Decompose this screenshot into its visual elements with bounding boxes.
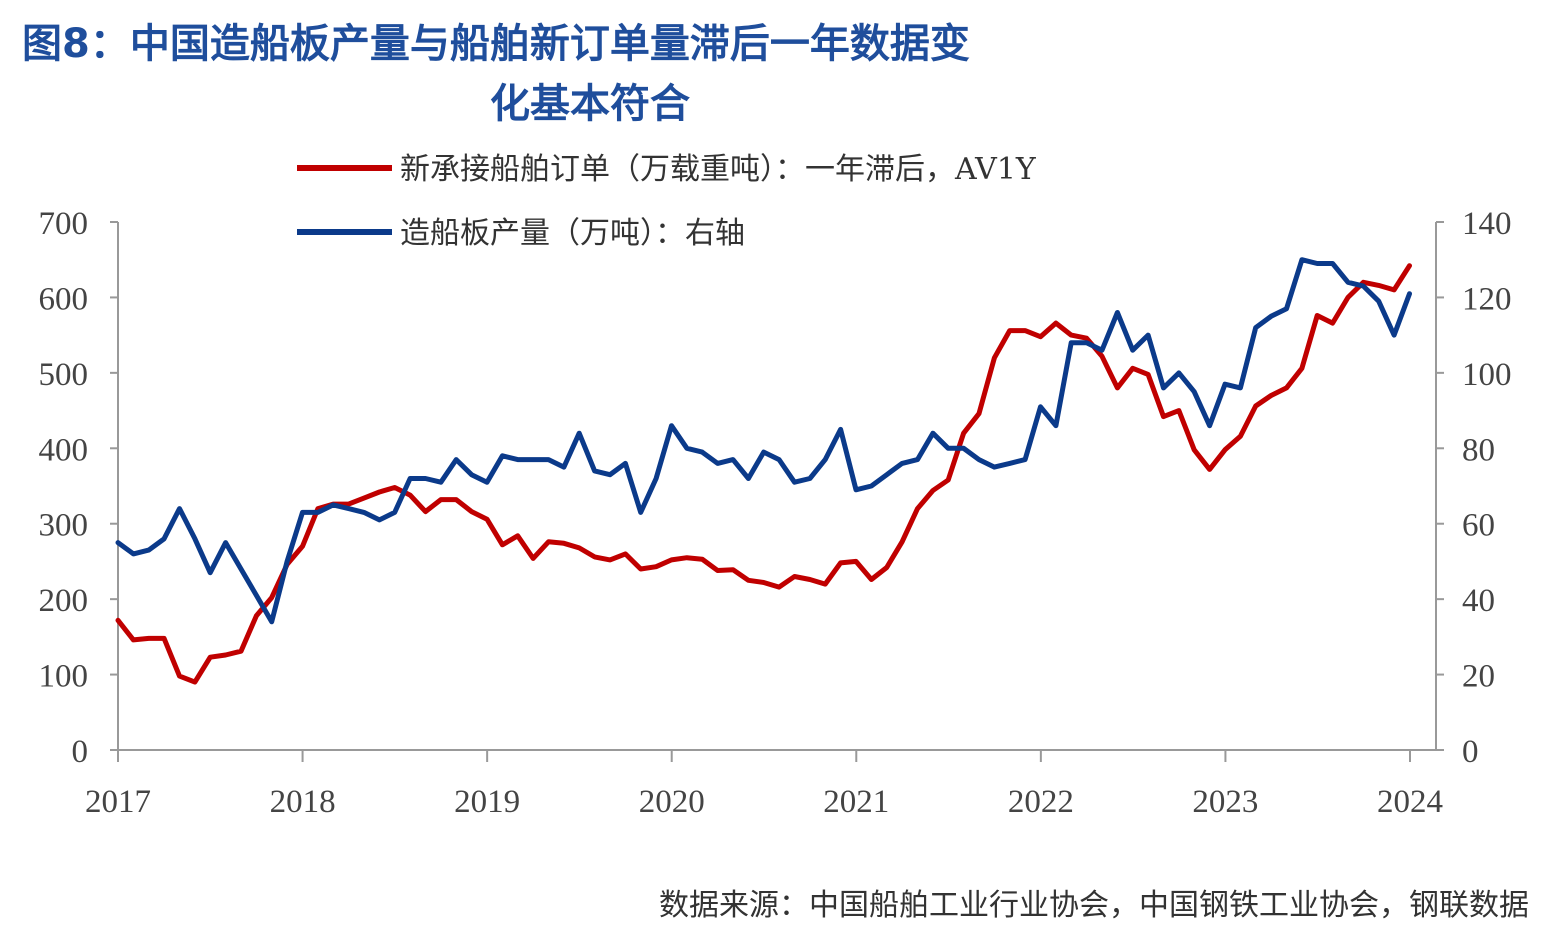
y-right-tick-label: 20 [1462, 659, 1495, 695]
legend-label-plate: 造船板产量（万吨）：右轴 [400, 216, 745, 251]
legend: 新承接船舶订单（万载重吨）：一年滞后，AV1Y 造船板产量（万吨）：右轴 [297, 152, 1037, 251]
y-right-tick-label: 40 [1462, 583, 1495, 619]
chart-title-line1: 图8：中国造船板产量与船舶新订单量滞后一年数据变 [22, 21, 970, 67]
y-left-tick-label: 0 [72, 734, 89, 770]
x-tick-label: 2021 [823, 784, 889, 820]
legend-label-orders: 新承接船舶订单（万载重吨）：一年滞后，AV1Y [400, 152, 1037, 187]
x-tick-label: 2020 [639, 784, 705, 820]
y-left-tick-label: 500 [39, 357, 89, 393]
axes: 0 100 200 300 400 500 600 700 0 20 40 60 80 100 120 140… [39, 206, 1512, 820]
y-left-tick-label: 400 [39, 432, 89, 468]
y-right-tick-label: 120 [1462, 281, 1512, 317]
y-left-tick-label: 100 [39, 659, 89, 695]
x-tick-label: 2017 [85, 784, 151, 820]
x-tick-label: 2019 [454, 784, 520, 820]
x-tick-label: 2024 [1377, 784, 1443, 820]
y-right-tick-label: 80 [1462, 432, 1495, 468]
chart-title-line2: 化基本符合 [490, 81, 690, 127]
series-lines [115, 257, 1412, 685]
y-right-tick-label: 0 [1462, 734, 1479, 770]
x-tick-label: 2018 [270, 784, 336, 820]
y-left-tick-label: 300 [39, 508, 89, 544]
y-right-tick-label: 60 [1462, 508, 1495, 544]
series-line-ship-plate-output [115, 257, 1412, 625]
x-tick-label: 2022 [1008, 784, 1074, 820]
chart-title: 图8：中国造船板产量与船舶新订单量滞后一年数据变 化基本符合 [22, 14, 970, 134]
series-line-new-orders [115, 263, 1412, 685]
source-note: 数据来源：中国船舶工业行业协会，中国钢铁工业协会，钢联数据 [659, 888, 1529, 923]
y-right-tick-label: 100 [1462, 357, 1512, 393]
y-right-tick-label: 140 [1462, 206, 1512, 242]
y-left-tick-label: 200 [39, 583, 89, 619]
x-tick-label: 2023 [1192, 784, 1258, 820]
y-left-tick-label: 700 [39, 206, 89, 242]
y-left-tick-label: 600 [39, 281, 89, 317]
